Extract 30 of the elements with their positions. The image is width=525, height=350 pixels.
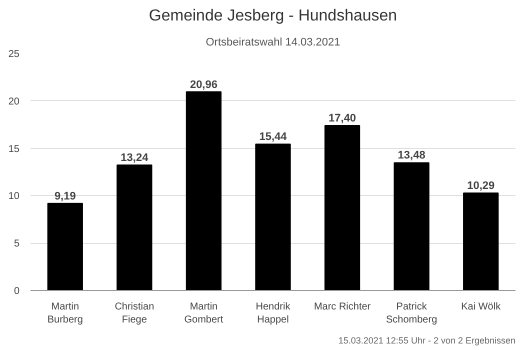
x-tick-label: Christian Fiege xyxy=(114,302,154,326)
y-tick-label: 15 xyxy=(8,144,20,155)
y-tick-label: 5 xyxy=(14,238,20,250)
x-tick-label: Kai Wölk xyxy=(461,302,502,312)
data-label: 13,24 xyxy=(120,152,150,164)
data-label: 9,19 xyxy=(54,190,76,202)
bar xyxy=(394,162,430,290)
data-label: 13,48 xyxy=(398,150,426,162)
data-label: 17,40 xyxy=(328,112,356,125)
x-tick-label: Martin Gombert xyxy=(184,302,224,326)
bar xyxy=(186,91,222,290)
chart-title: Gemeinde Jesberg - Hundshausen xyxy=(148,8,398,24)
chart-subtitle: Ortsbeiratswahl 14.03.2021 xyxy=(206,36,340,48)
data-label: 20,96 xyxy=(190,78,218,91)
bar xyxy=(47,202,83,290)
x-tick-label: Patrick Schomberg xyxy=(386,302,438,326)
y-tick-label: 10 xyxy=(8,191,20,202)
x-tick-label: Martin Burberg xyxy=(47,302,83,326)
y-tick-label: 25 xyxy=(8,49,20,60)
y-tick-label: 20 xyxy=(8,96,20,108)
bar xyxy=(116,164,152,290)
bar xyxy=(255,144,291,290)
y-tick-label: 0 xyxy=(14,286,20,297)
bar xyxy=(463,192,499,290)
data-label: 15,44 xyxy=(259,131,288,144)
x-tick-label: Marc Richter xyxy=(314,302,372,312)
text: 15.03.2021 12:55 Uhr - 2 von 2 Ergebnissen xyxy=(338,336,516,346)
data-label: 10,29 xyxy=(467,180,495,192)
x-tick-label: Hendrik Happel xyxy=(256,302,292,326)
bar xyxy=(324,125,360,290)
